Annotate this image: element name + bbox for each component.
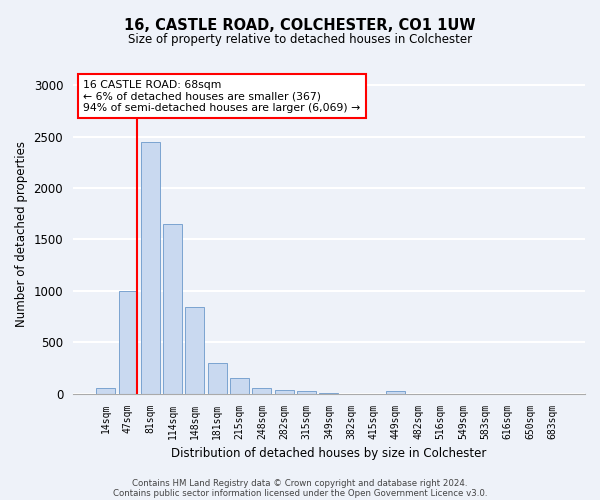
Text: 16, CASTLE ROAD, COLCHESTER, CO1 1UW: 16, CASTLE ROAD, COLCHESTER, CO1 1UW [124,18,476,32]
Bar [141,142,160,394]
Bar [119,291,137,394]
Y-axis label: Number of detached properties: Number of detached properties [15,142,28,328]
Bar [275,390,294,394]
Text: Contains HM Land Registry data © Crown copyright and database right 2024.: Contains HM Land Registry data © Crown c… [132,478,468,488]
Bar [163,224,182,394]
Bar [208,364,227,394]
Bar [297,391,316,394]
Bar [319,393,338,394]
Text: 16 CASTLE ROAD: 68sqm
← 6% of detached houses are smaller (367)
94% of semi-deta: 16 CASTLE ROAD: 68sqm ← 6% of detached h… [83,80,361,113]
Text: Size of property relative to detached houses in Colchester: Size of property relative to detached ho… [128,32,472,46]
Text: Contains public sector information licensed under the Open Government Licence v3: Contains public sector information licen… [113,488,487,498]
Bar [253,388,271,394]
Bar [386,391,406,394]
Bar [185,308,205,394]
Bar [230,378,249,394]
X-axis label: Distribution of detached houses by size in Colchester: Distribution of detached houses by size … [171,447,487,460]
Bar [96,388,115,394]
